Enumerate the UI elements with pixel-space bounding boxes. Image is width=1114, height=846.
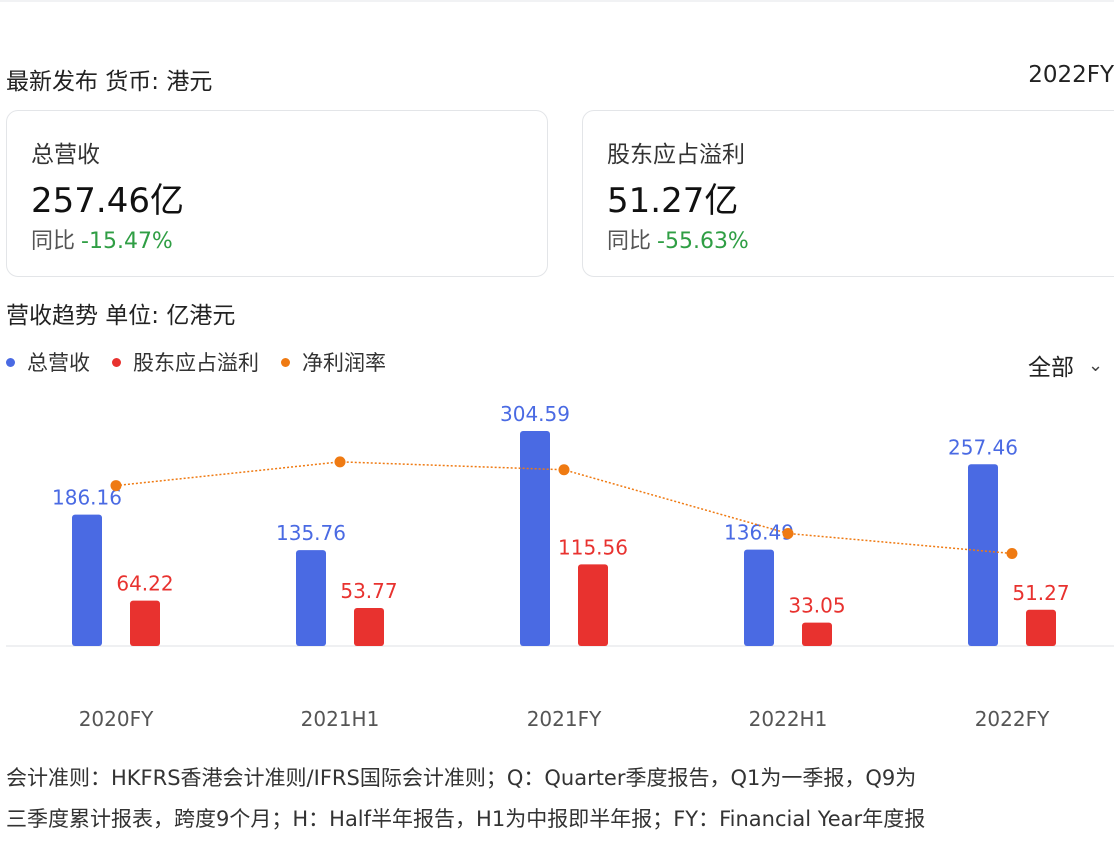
revenue-trend-title: 营收趋势 单位: 亿港元 [6, 303, 236, 329]
legend-item-revenue[interactable]: 总营收 [6, 347, 90, 377]
revenue-bar [968, 464, 998, 646]
revenue-data-label: 304.59 [500, 402, 570, 426]
top-divider [0, 0, 1114, 2]
profit-bar [802, 622, 832, 646]
revenue-trend-chart: 186.16 64.22 2020FY 135.76 53.77 2021H1 304.59… [6, 402, 1114, 731]
chevron-down-icon: ⌄ [1088, 354, 1104, 376]
accounting-footnote: 会计准则：HKFRS香港会计准则/IFRS国际会计准则；Q：Quarter季度报… [6, 758, 1114, 840]
profit-bar [354, 608, 384, 646]
profit-card-label: 股东应占溢利 [607, 142, 745, 168]
chart-legend: 总营收 股东应占溢利 净利润率 [6, 348, 408, 376]
x-tick-label: 2020FY [79, 707, 154, 731]
latest-release-header: 最新发布 货币: 港元 2022FY [6, 62, 1114, 95]
footnote-line-2: 三季度累计报表，跨度9个月；H：Half半年报告，H1为中报即半年报；FY：Fi… [6, 807, 926, 831]
revenue-bar [72, 514, 102, 646]
profit-data-label: 64.22 [116, 572, 173, 596]
legend-item-profit[interactable]: 股东应占溢利 [112, 347, 259, 377]
profit-card[interactable]: 股东应占溢利 51.27亿 同比 -55.63% [582, 110, 1114, 277]
yoy-value: -15.47% [81, 229, 173, 254]
x-tick-label: 2021FY [527, 707, 602, 731]
x-tick-label: 2022FY [975, 707, 1050, 731]
x-tick-label: 2022H1 [749, 707, 828, 731]
net-margin-point [558, 464, 570, 476]
net-margin-point [1006, 547, 1018, 559]
yoy-value: -55.63% [657, 229, 749, 254]
revenue-bar [296, 550, 326, 646]
profit-card-value: 51.27亿 [607, 181, 739, 221]
revenue-data-label: 257.46 [948, 435, 1018, 459]
revenue-data-label: 135.76 [276, 521, 346, 545]
period-filter-dropdown[interactable]: 全部 ⌄ [1028, 348, 1103, 382]
revenue-bar [744, 549, 774, 646]
legend-dot-margin [281, 357, 290, 367]
profit-bar [578, 564, 608, 646]
net-margin-point [110, 480, 122, 492]
legend-dot-revenue [6, 357, 15, 367]
revenue-card-yoy: 同比 -15.47% [31, 223, 173, 255]
profit-data-label: 33.05 [788, 594, 845, 618]
revenue-card-label: 总营收 [31, 142, 100, 168]
revenue-data-label: 136.49 [724, 521, 794, 545]
legend-label-revenue: 总营收 [27, 351, 90, 375]
revenue-card[interactable]: 总营收 257.46亿 同比 -15.47% [6, 110, 548, 277]
revenue-bar [520, 431, 550, 646]
footnote-line-1: 会计准则：HKFRS香港会计准则/IFRS国际会计准则；Q：Quarter季度报… [6, 766, 917, 790]
net-margin-point [334, 456, 346, 468]
legend-label-margin: 净利润率 [302, 351, 386, 375]
revenue-data-label: 186.16 [52, 486, 122, 510]
yoy-label: 同比 [607, 229, 652, 254]
profit-data-label: 115.56 [558, 535, 628, 559]
profit-data-label: 51.27 [1012, 581, 1069, 605]
legend-item-margin[interactable]: 净利润率 [281, 347, 386, 377]
profit-bar [130, 600, 160, 646]
period-filter-label: 全部 [1028, 355, 1074, 381]
revenue-card-value: 257.46亿 [31, 181, 184, 221]
profit-bar [1026, 609, 1056, 646]
profit-card-yoy: 同比 -55.63% [607, 223, 749, 255]
x-tick-label: 2021H1 [301, 707, 380, 731]
net-margin-point [782, 527, 794, 539]
yoy-label: 同比 [31, 229, 76, 254]
profit-data-label: 53.77 [340, 579, 397, 603]
legend-dot-profit [112, 357, 121, 367]
legend-label-profit: 股东应占溢利 [133, 351, 259, 375]
report-period[interactable]: 2022FY [1028, 62, 1114, 88]
latest-release-title: 最新发布 货币: 港元 [6, 69, 213, 95]
